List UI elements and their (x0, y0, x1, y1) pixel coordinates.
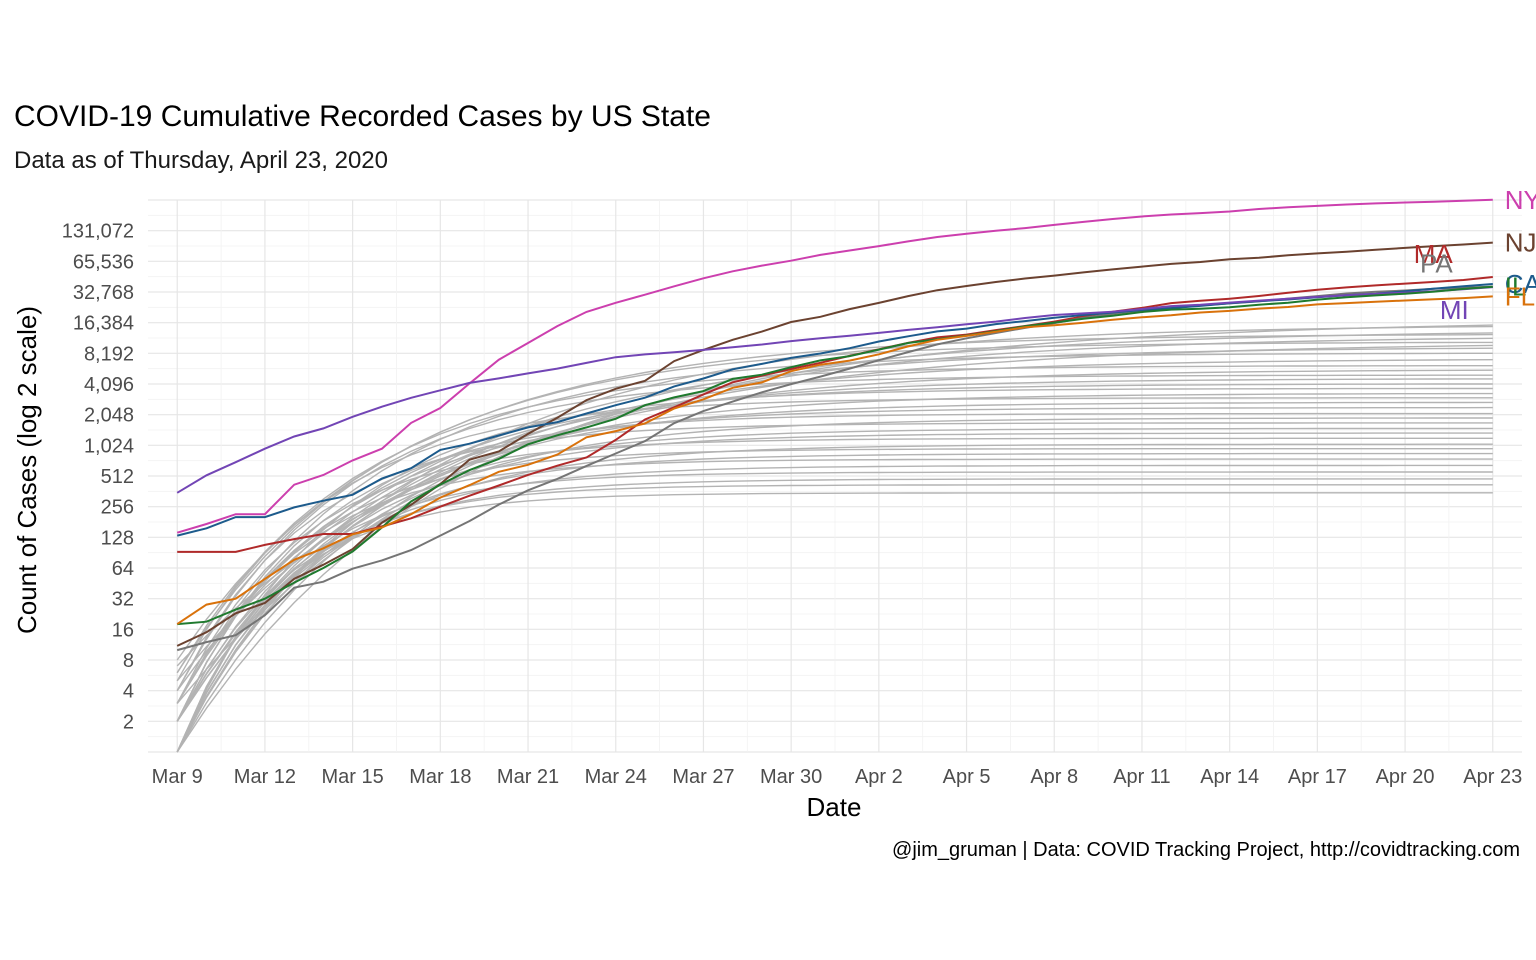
y-tick-label: 8,192 (84, 343, 134, 365)
y-tick-label: 64 (112, 558, 134, 580)
y-tick-label: 65,536 (73, 251, 134, 273)
x-tick-label: Mar 9 (152, 766, 203, 788)
other-states-lines (176, 324, 1493, 753)
other-state-line (176, 432, 1493, 753)
chart-subtitle: Data as of Thursday, April 23, 2020 (14, 147, 388, 174)
series-label-ny: NY (1505, 185, 1536, 215)
other-state-line (176, 378, 1493, 722)
y-axis-title: Count of Cases (log 2 scale) (12, 306, 42, 634)
y-tick-label: 512 (101, 466, 134, 488)
other-state-line (176, 325, 1493, 722)
y-tick-label: 16 (112, 619, 134, 641)
y-tick-label: 32 (112, 589, 134, 611)
x-tick-label: Apr 11 (1113, 766, 1170, 788)
series-label-fl: FL (1505, 281, 1535, 311)
y-tick-label: 4 (123, 681, 134, 703)
other-state-line (176, 337, 1493, 753)
x-tick-label: Mar 12 (234, 766, 296, 788)
y-tick-label: 2,048 (84, 405, 134, 427)
x-axis-ticks: Mar 9 Mar 12 Mar 15 Mar 18 Mar 21 Mar 24 Mar 2… (152, 766, 1523, 788)
other-state-line (176, 484, 1493, 753)
x-axis-title: Date (807, 792, 862, 822)
series-line-ny (176, 198, 1493, 534)
other-state-line (176, 374, 1493, 692)
other-state-line (176, 406, 1493, 704)
x-tick-label: Apr 5 (943, 766, 991, 788)
series-label-ca: CA (1505, 269, 1536, 299)
x-tick-label: Apr 23 (1463, 766, 1522, 788)
x-tick-label: Mar 15 (322, 766, 384, 788)
y-tick-label: 128 (101, 527, 134, 549)
y-tick-label: 16,384 (73, 313, 134, 335)
series-label-il: IL (1505, 272, 1527, 302)
y-tick-label: 8 (123, 650, 134, 672)
chart-caption: @jim_gruman | Data: COVID Tracking Proje… (892, 839, 1520, 861)
other-state-line (176, 332, 1493, 682)
other-state-line (176, 412, 1493, 722)
x-tick-label: Mar 30 (760, 766, 822, 788)
y-tick-label: 4,096 (84, 374, 134, 396)
y-tick-label: 1,024 (84, 435, 134, 457)
other-state-line (176, 324, 1493, 704)
x-tick-label: Mar 18 (409, 766, 471, 788)
x-tick-label: Apr 17 (1288, 766, 1347, 788)
series-label-nj: NJ (1505, 228, 1536, 258)
x-tick-label: Mar 21 (497, 766, 559, 788)
y-tick-label: 32,768 (73, 282, 134, 304)
x-tick-label: Apr 2 (855, 766, 903, 788)
series-label-mi: MI (1440, 295, 1469, 325)
other-state-line (176, 437, 1493, 704)
other-state-line (176, 427, 1493, 722)
highlighted-state-lines (176, 198, 1493, 652)
other-state-line (176, 344, 1493, 667)
series-label-pa: PA (1420, 249, 1453, 279)
y-axis-ticks: 2 4 8 16 32 64 128 256 512 1,024 2,048 4,096 8,192 16… (62, 221, 134, 734)
x-tick-label: Apr 8 (1030, 766, 1078, 788)
x-tick-label: Mar 24 (585, 766, 647, 788)
other-state-line (176, 397, 1493, 682)
x-tick-label: Mar 27 (672, 766, 734, 788)
y-tick-label: 256 (101, 497, 134, 519)
x-tick-label: Apr 14 (1200, 766, 1259, 788)
series-line-ma (177, 276, 1493, 553)
series-line-il (177, 285, 1493, 626)
other-state-line (176, 383, 1493, 704)
y-tick-label: 131,072 (62, 221, 134, 243)
series-line-fl (176, 295, 1493, 625)
chart-title: COVID-19 Cumulative Recorded Cases by US… (14, 100, 711, 133)
y-tick-label: 2 (123, 711, 134, 733)
x-tick-label: Apr 20 (1376, 766, 1435, 788)
series-label-ma: MA (1414, 239, 1454, 269)
series-line-mi (176, 286, 1493, 494)
